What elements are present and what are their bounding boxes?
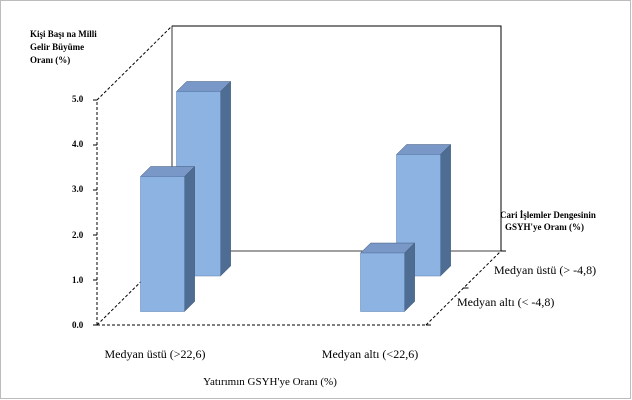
y-axis-title-line-1: Kişi Başı na Milli <box>30 29 97 39</box>
y-tick-labels: 0.0 1.0 2.0 3.0 4.0 5.0 <box>72 94 84 330</box>
back-wall-edge <box>172 25 502 251</box>
x-axis-title: Yatırımın GSYH'ye Oranı (%) <box>203 376 337 388</box>
bar-front-face <box>140 176 185 312</box>
y-tick-5: 5.0 <box>72 94 84 104</box>
bar-row1-cat1 <box>139 165 196 313</box>
depth-category-label-back: Medyan üstü (> -4,8) <box>494 263 596 277</box>
bar-side-face <box>404 242 415 313</box>
y-axis-title-line-3: Oranı (%) <box>30 55 70 65</box>
y-tick-1: 1.0 <box>72 275 84 285</box>
bar-side-face <box>220 80 231 277</box>
y-tick-2: 2.0 <box>72 230 84 240</box>
left-wall-top-edge <box>96 25 173 101</box>
y-tick-3: 3.0 <box>72 184 84 194</box>
depth-axis-title-line-2: GSYH'ye Oranı (%) <box>505 222 584 232</box>
depth-category-label-front: Medyan altı (< -4,8) <box>457 295 554 309</box>
x-category-label-1: Medyan üstü (>22,6) <box>104 347 205 361</box>
bar-front-face <box>360 252 405 312</box>
depth-axis-title-line-1: Cari İşlemler Dengesinin <box>500 210 596 220</box>
depth-axis-title: Cari İşlemler Dengesinin GSYH'ye Oranı (… <box>500 210 596 232</box>
y-tick-0: 0.0 <box>72 320 84 330</box>
y-axis-title: Kişi Başı na Milli Gelir Büyüme Oranı (%… <box>30 29 97 65</box>
bar-row1-cat2 <box>359 242 416 313</box>
bar-side-face <box>440 143 451 277</box>
y-axis-title-line-2: Gelir Büyüme <box>30 42 84 52</box>
y-tick-4: 4.0 <box>72 139 84 149</box>
chart-bars <box>139 80 452 313</box>
x-category-label-2: Medyan altı (<22,6) <box>322 347 418 361</box>
bar-side-face <box>184 165 195 313</box>
